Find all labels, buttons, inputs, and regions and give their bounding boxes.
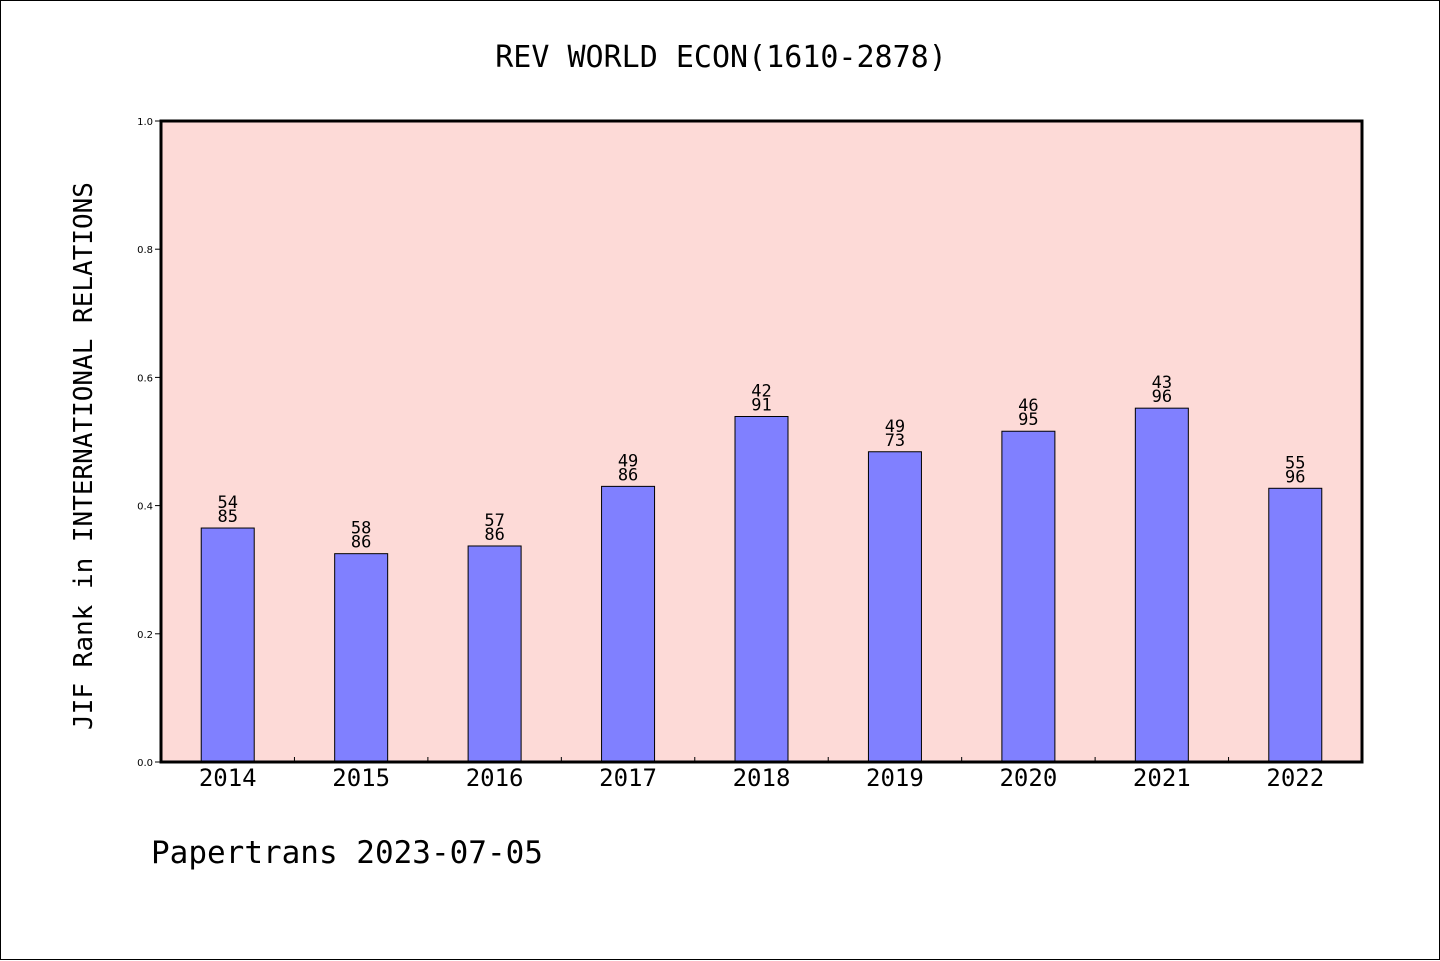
bar-label-bottom: 73	[885, 431, 905, 451]
x-tick-label: 2022	[1266, 764, 1324, 792]
bar-label-bottom: 95	[1018, 410, 1038, 430]
bar-label-top: 57	[484, 511, 504, 531]
x-tick-label: 2020	[999, 764, 1057, 792]
bar-label-top: 43	[1152, 373, 1172, 393]
bar-2022	[1268, 487, 1323, 763]
x-tick-label: 2018	[733, 764, 791, 792]
bar-label-bottom: 85	[217, 507, 237, 527]
x-tick-label: 2017	[599, 764, 657, 792]
bar-2019	[867, 451, 922, 763]
x-tick-label: 2021	[1133, 764, 1191, 792]
bar-label-bottom: 96	[1152, 387, 1172, 407]
bar-label-top: 42	[751, 382, 771, 402]
bar-label-top: 55	[1285, 453, 1305, 473]
bar-2014	[200, 527, 255, 763]
y-tick-label: 0.6	[137, 373, 153, 384]
y-tick-label: 0.8	[137, 245, 153, 256]
bar-2021	[1134, 407, 1189, 763]
y-tick-label: 1.0	[137, 117, 153, 128]
chart-title: REV WORLD ECON(1610-2878)	[495, 40, 947, 75]
plot-frame	[159, 119, 1364, 764]
ticks-layer: 2014 2015 2016 2017 2018 2019 2020 2021 2022 0.0 0…	[137, 117, 1324, 792]
bar-label-bottom: 86	[484, 525, 504, 545]
x-tick-label: 2019	[866, 764, 924, 792]
bar-label-top: 46	[1018, 396, 1038, 416]
bar-label-bottom: 86	[618, 465, 638, 485]
x-tick-label: 2016	[466, 764, 524, 792]
y-tick-label: 0.2	[137, 630, 153, 641]
bar-label-top: 54	[217, 493, 237, 513]
y-tick-label: 0.4	[137, 502, 153, 513]
bar-2020	[1001, 430, 1056, 763]
bar-label-bottom: 91	[751, 396, 771, 416]
bar-label-top: 58	[351, 519, 371, 539]
bar-2017	[601, 485, 656, 763]
bar-label-bottom: 96	[1285, 467, 1305, 487]
bar-2016	[467, 545, 522, 763]
bar-2018	[734, 416, 789, 763]
x-tick-label: 2014	[199, 764, 257, 792]
bar-label-bottom: 86	[351, 533, 371, 553]
y-axis-label: JIF Rank in INTERNATIONAL RELATIONS	[69, 182, 99, 730]
footer-credit: Papertrans 2023-07-05	[151, 835, 543, 871]
x-tick-label: 2015	[332, 764, 390, 792]
bar-2015	[334, 553, 389, 763]
bar-label-top: 49	[885, 417, 905, 437]
bar-label-top: 49	[618, 451, 638, 471]
y-tick-label: 0.0	[137, 758, 153, 769]
